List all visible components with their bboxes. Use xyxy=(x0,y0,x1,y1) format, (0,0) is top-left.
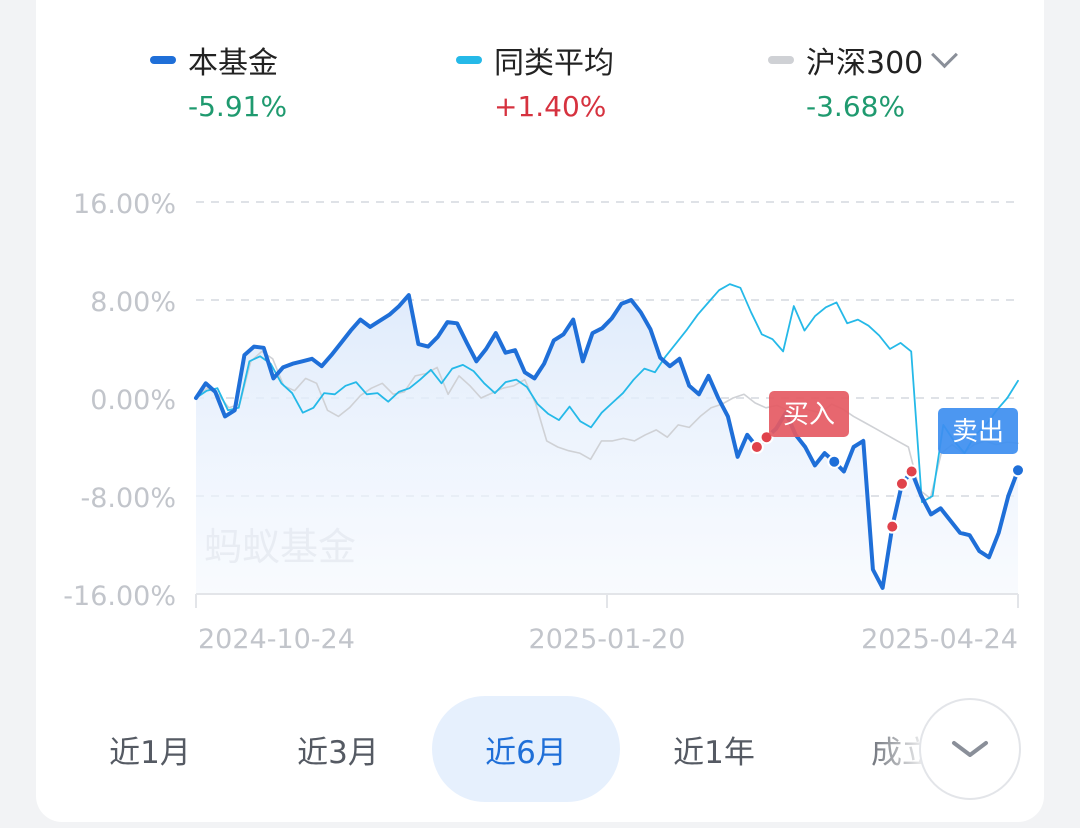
legend-swatch xyxy=(150,56,176,64)
legend-item-0: 本基金 -5.91% xyxy=(150,38,287,123)
x-tick-label: 2025-04-24 xyxy=(861,624,1018,655)
tab-period-0[interactable]: 近1月 xyxy=(109,734,191,771)
series-line-2 xyxy=(195,350,1019,500)
legend-label: 沪深300 xyxy=(806,46,924,81)
buy-point xyxy=(749,440,764,454)
legend-value: -3.68% xyxy=(806,90,906,123)
y-tick-label: 8.00% xyxy=(90,287,176,318)
fund-area-fill xyxy=(196,295,1018,594)
buy-point xyxy=(885,519,900,534)
y-tick-label: -16.00% xyxy=(63,581,176,612)
tab-period-3[interactable]: 近1年 xyxy=(673,734,755,771)
legend-item-2[interactable]: 沪深300 -3.68% xyxy=(768,38,959,123)
legend-value: -5.91% xyxy=(188,90,288,123)
y-tick-label: -8.00% xyxy=(80,483,176,514)
series-line-1 xyxy=(195,283,1019,503)
legend-swatch xyxy=(456,56,482,64)
y-tick-label: 16.00% xyxy=(73,189,176,220)
chevron-down-icon xyxy=(952,741,988,757)
sell-label: 卖出 xyxy=(952,417,1004,447)
buy-label-bg xyxy=(769,391,849,437)
legend-label: 同类平均 xyxy=(494,46,614,81)
legend-name-row: 本基金 xyxy=(150,38,287,82)
chevron-down-icon[interactable] xyxy=(931,40,959,68)
buy-point xyxy=(894,476,909,491)
sell-label-bg xyxy=(938,408,1018,454)
buy-point xyxy=(904,464,919,479)
legend-item-1: 同类平均 +1.40% xyxy=(456,38,614,123)
legend-label: 本基金 xyxy=(188,46,278,81)
period-tabs: 近1月近3月近6月近1年成立 xyxy=(0,696,1080,802)
legend-swatch xyxy=(768,56,794,64)
tabs-fade xyxy=(860,700,930,800)
sell-point xyxy=(827,454,842,469)
legend-name-row: 沪深300 xyxy=(768,38,959,82)
legend-value: +1.40% xyxy=(494,90,607,123)
end-point xyxy=(1011,463,1025,478)
legend-name-row: 同类平均 xyxy=(456,38,614,82)
expand-periods-button[interactable] xyxy=(919,698,1021,800)
performance-chart[interactable]: 16.00%8.00%0.00%-8.00%-16.00%蚂蚁基金2024-10… xyxy=(0,170,1080,660)
buy-label: 买入 xyxy=(783,400,835,430)
x-tick-label: 2024-10-24 xyxy=(198,624,355,655)
tab-period-1[interactable]: 近3月 xyxy=(297,734,379,771)
tab-period-2[interactable]: 近6月 xyxy=(432,696,620,802)
y-tick-label: 0.00% xyxy=(90,385,176,416)
x-tick-label: 2025-01-20 xyxy=(529,624,686,655)
series-line-0 xyxy=(194,293,1020,590)
